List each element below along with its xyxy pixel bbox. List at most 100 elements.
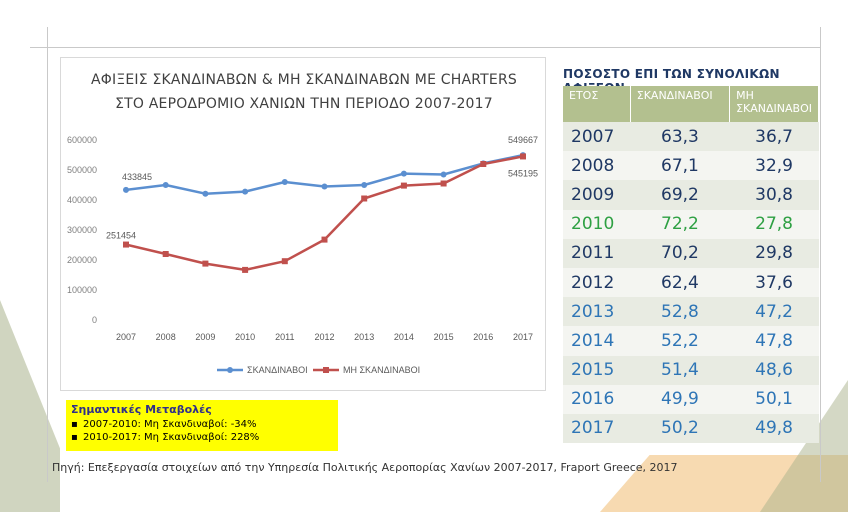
x-tick-label: 2017 xyxy=(513,332,533,342)
table-row: 2014 52,2 47,8 xyxy=(563,326,819,356)
table-row: 2008 67,1 32,9 xyxy=(563,151,819,181)
bullet-icon: ▪ xyxy=(71,432,78,443)
x-tick-label: 2014 xyxy=(394,332,414,342)
chart-title-line1: ΑΦΙΞΕΙΣ ΣΚΑΝΔΙΝΑΒΩΝ & ΜΗ ΣΚΑΝΔΙΝΑΒΩΝ ΜΕ … xyxy=(91,72,517,88)
y-tick-label: 400000 xyxy=(67,195,97,205)
series-line-non-scandinavians xyxy=(125,155,524,272)
data-point-non-scandinavians xyxy=(520,153,526,160)
key-changes-title: Σημαντικές Μεταβολές xyxy=(71,403,212,416)
data-point-non-scandinavians xyxy=(321,236,328,243)
table-row: 2010 72,2 27,8 xyxy=(563,209,819,239)
data-point-non-scandinavians xyxy=(242,266,249,273)
x-tick-label: 2016 xyxy=(473,332,493,342)
table-row: 2013 52,8 47,2 xyxy=(563,297,819,327)
x-tick-label: 2012 xyxy=(314,332,334,342)
key-change-item: ▪ 2010-2017: Μη Σκανδιναβοί: 228% xyxy=(71,431,333,444)
data-point-non-scandinavians xyxy=(162,251,169,257)
x-tick-label: 2015 xyxy=(434,332,454,342)
cell-year: 2015 xyxy=(563,355,631,385)
data-label: 251454 xyxy=(106,231,136,241)
cell-non-scandinavians: 50,1 xyxy=(729,384,819,414)
x-tick-label: 2010 xyxy=(235,332,255,342)
cell-scandinavians: 50,2 xyxy=(630,413,730,444)
cell-year: 2013 xyxy=(563,297,631,327)
data-point-non-scandinavians xyxy=(202,260,209,267)
cell-non-scandinavians: 29,8 xyxy=(729,238,819,268)
legend-label: ΜΗ ΣΚΑΝΔΙΝΑΒΟΙ xyxy=(343,365,420,375)
data-point-non-scandinavians xyxy=(400,182,407,189)
table-row: 2011 70,2 29,8 xyxy=(563,238,819,268)
x-tick-label: 2011 xyxy=(275,332,294,342)
percentage-table: ΕΤΟΣ ΣΚΑΝΔΙΝΑΒΟΙ ΜΗ ΣΚΑΝΔΙΝΑΒΟΙ 2007 63,3… xyxy=(563,86,819,444)
cell-year: 2009 xyxy=(563,180,631,210)
chart-panel: ΑΦΙΞΕΙΣ ΣΚΑΝΔΙΝΑΒΩΝ & ΜΗ ΣΚΑΝΔΙΝΑΒΩΝ ΜΕ … xyxy=(60,57,546,391)
key-change-item: ▪ 2007-2010: Μη Σκανδιναβοί: -34% xyxy=(71,418,333,431)
cell-non-scandinavians: 49,8 xyxy=(729,413,819,444)
cell-year: 2007 xyxy=(563,122,631,152)
cell-scandinavians: 72,2 xyxy=(630,209,730,239)
cell-scandinavians: 69,2 xyxy=(630,180,730,210)
key-change-text: 2010-2017: Μη Σκανδιναβοί: 228% xyxy=(83,432,260,443)
y-tick-label: 0 xyxy=(92,315,97,325)
legend-marker xyxy=(227,367,233,373)
header-scandinavians: ΣΚΑΝΔΙΝΑΒΟΙ xyxy=(630,86,731,122)
y-tick-label: 100000 xyxy=(67,285,97,295)
data-point-non-scandinavians xyxy=(440,180,447,187)
y-tick-label: 500000 xyxy=(67,165,97,175)
data-point-scandinavians xyxy=(440,171,447,178)
cell-scandinavians: 63,3 xyxy=(630,122,730,152)
x-tick-label: 2007 xyxy=(116,332,136,342)
data-label: 545195 xyxy=(508,168,538,178)
data-point-scandinavians xyxy=(400,170,407,177)
key-change-text: 2007-2010: Μη Σκανδιναβοί: -34% xyxy=(83,419,257,430)
chart-title-line2: ΣΤΟ ΑΕΡΟΔΡΟΜΙΟ ΧΑΝΙΩΝ ΤΗΝ ΠΕΡΙΟΔΟ 2007-2… xyxy=(115,96,493,112)
slide-guide-left xyxy=(47,27,48,482)
cell-scandinavians: 52,8 xyxy=(630,297,730,327)
cell-scandinavians: 51,4 xyxy=(630,355,730,385)
slide-guide-horizontal xyxy=(30,47,820,48)
cell-non-scandinavians: 36,7 xyxy=(729,122,819,152)
decorative-shape-left xyxy=(0,300,60,512)
legend-label: ΣΚΑΝΔΙΝΑΒΟΙ xyxy=(247,365,308,375)
x-tick-label: 2008 xyxy=(156,332,176,342)
y-tick-label: 300000 xyxy=(67,225,97,235)
cell-year: 2012 xyxy=(563,267,631,298)
cell-year: 2008 xyxy=(563,151,631,181)
cell-year: 2014 xyxy=(563,326,631,356)
cell-scandinavians: 67,1 xyxy=(630,151,730,181)
data-point-non-scandinavians xyxy=(361,195,368,202)
table-row: 2016 49,9 50,1 xyxy=(563,384,819,414)
line-chart: 0 100000 200000 300000 400000 500000 600000 200… xyxy=(67,135,538,375)
data-point-non-scandinavians xyxy=(123,241,129,248)
data-point-scandinavians xyxy=(202,190,209,197)
cell-non-scandinavians: 47,8 xyxy=(729,326,819,356)
table-row: 2009 69,2 30,8 xyxy=(563,180,819,210)
data-point-scandinavians xyxy=(361,182,368,188)
y-tick-label: 200000 xyxy=(67,255,97,265)
data-point-non-scandinavians xyxy=(480,161,487,167)
slide-guide-right xyxy=(820,27,821,482)
data-point-scandinavians xyxy=(321,183,328,190)
table-row: 2007 63,3 36,7 xyxy=(563,122,819,152)
data-point-non-scandinavians xyxy=(281,258,288,265)
cell-non-scandinavians: 30,8 xyxy=(729,180,819,210)
cell-non-scandinavians: 27,8 xyxy=(729,209,819,239)
data-point-scandinavians xyxy=(162,182,169,188)
cell-scandinavians: 49,9 xyxy=(630,384,730,414)
x-tick-label: 2013 xyxy=(354,332,374,342)
cell-year: 2011 xyxy=(563,238,631,268)
data-point-scandinavians xyxy=(281,179,288,185)
cell-scandinavians: 62,4 xyxy=(630,267,730,298)
table-row: 2015 51,4 48,6 xyxy=(563,355,819,385)
data-point-scandinavians xyxy=(242,188,249,195)
data-label: 433845 xyxy=(122,172,152,182)
cell-non-scandinavians: 32,9 xyxy=(729,151,819,181)
cell-year: 2016 xyxy=(563,384,631,414)
data-label: 549667 xyxy=(508,135,538,145)
source-note: Πηγή: Επεξεργασία στοιχείων από την Υπηρ… xyxy=(52,461,678,474)
header-year: ΕΤΟΣ xyxy=(563,86,631,122)
table-row: 2012 62,4 37,6 xyxy=(563,267,819,298)
header-non-scandinavians: ΜΗ ΣΚΑΝΔΙΝΑΒΟΙ xyxy=(729,86,819,122)
cell-non-scandinavians: 47,2 xyxy=(729,297,819,327)
cell-non-scandinavians: 37,6 xyxy=(729,267,819,298)
